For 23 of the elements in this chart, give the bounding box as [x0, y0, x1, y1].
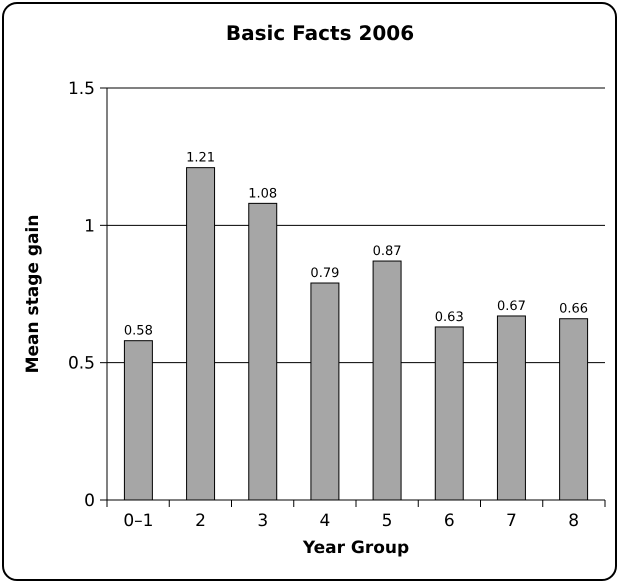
x-tick-label: 6: [444, 511, 455, 531]
data-label: 0.63: [434, 310, 464, 325]
data-label: 0.66: [559, 302, 588, 317]
y-axis-title: Mean stage gain: [23, 214, 43, 374]
data-label: 0.79: [310, 266, 340, 282]
x-tick-label: 8: [568, 511, 580, 531]
data-label: 0.58: [124, 324, 153, 339]
y-tick-label: 0: [84, 490, 95, 511]
x-tick-label: 4: [320, 511, 330, 531]
x-tick-label: 7: [506, 511, 517, 531]
y-tick-label: 0.5: [68, 354, 95, 374]
x-tick-label: 3: [257, 511, 268, 531]
x-tick-label: 5: [382, 511, 392, 531]
x-tick-label: 0–1: [123, 511, 154, 531]
y-tick-label: 1.5: [68, 78, 95, 99]
x-axis-title: Year Group: [302, 538, 410, 558]
x-tick-label: 2: [195, 511, 206, 531]
y-tick-label: 1: [84, 216, 95, 236]
chart-title: Basic Facts 2006: [226, 21, 414, 45]
data-label: 1.08: [248, 186, 278, 202]
data-label: 0.87: [372, 244, 402, 260]
data-label: 0.67: [496, 298, 526, 314]
data-label: 1.21: [186, 150, 216, 166]
